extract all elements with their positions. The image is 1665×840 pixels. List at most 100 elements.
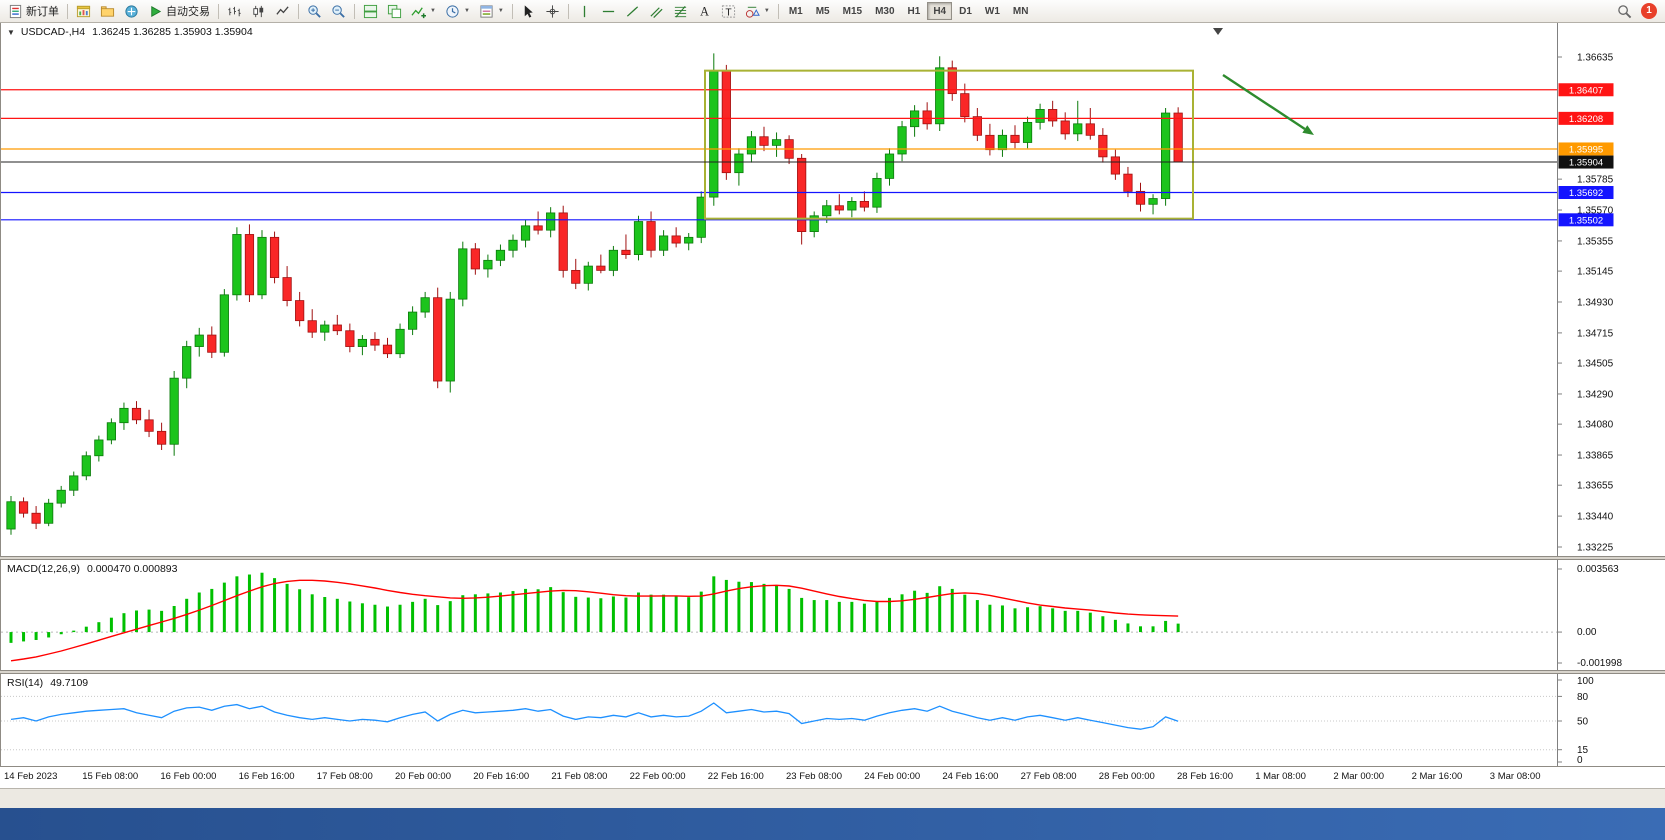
indicators-button[interactable]: ▼ [407, 1, 440, 21]
svg-text:0.00: 0.00 [1577, 627, 1597, 638]
templates-button[interactable]: ▼ [475, 1, 508, 21]
candlestick-chart-button[interactable] [247, 1, 270, 21]
trendline-button[interactable] [621, 1, 644, 21]
svg-text:-0.001998: -0.001998 [1577, 658, 1622, 669]
timeframe-d1-button[interactable]: D1 [953, 2, 978, 20]
crosshair-button[interactable] [541, 1, 564, 21]
price-tag: 1.35904 [1558, 155, 1614, 169]
toolbar-separator [567, 3, 569, 19]
label-button[interactable]: T [717, 1, 740, 21]
svg-text:1.34505: 1.34505 [1577, 359, 1614, 370]
timeframe-h4-button[interactable]: H4 [927, 2, 953, 20]
text-button[interactable]: A [693, 1, 716, 21]
timeframe-m5-button[interactable]: M5 [810, 2, 836, 20]
rsi-axis: 100 80 50 150 [1557, 676, 1594, 766]
profiles-button[interactable] [96, 1, 119, 21]
time-axis-label: 17 Feb 08:00 [316, 771, 373, 782]
timeframe-h1-button[interactable]: H1 [902, 2, 927, 20]
arrange-windows-button[interactable] [383, 1, 406, 21]
toolbar-separator [67, 3, 68, 19]
clock-icon [445, 4, 460, 19]
svg-text:1.35570: 1.35570 [1577, 206, 1614, 217]
shapes-button[interactable]: ▼ [741, 1, 774, 21]
timeframe-m15-button[interactable]: M15 [837, 2, 868, 20]
toolbar-separator [354, 3, 355, 19]
svg-text:100: 100 [1577, 676, 1594, 687]
line-chart-button[interactable] [271, 1, 294, 21]
data-window-button[interactable] [120, 1, 143, 21]
toolbar: 新订单 自动交易 ▼ ▼ ▼ A T ▼ M1 M5 M15 M30 H1 H4 D1 W1 MN 1 [0, 0, 1665, 23]
macd-histogram [9, 572, 1180, 643]
new-chart-button[interactable] [72, 1, 95, 21]
channel-button[interactable] [645, 1, 668, 21]
vertical-line-button[interactable] [573, 1, 596, 21]
macd-axis: 0.003563 0.00 -0.001998 [1557, 564, 1622, 669]
fibonacci-button[interactable] [669, 1, 692, 21]
one-click-expand-icon[interactable]: ▼ [7, 27, 15, 37]
time-axis-label: 2 Mar 00:00 [1333, 771, 1385, 782]
periods-button[interactable]: ▼ [441, 1, 474, 21]
rsi-title: RSI(14) [7, 677, 44, 689]
horizontal-levels [1, 89, 1557, 221]
timeframe-m30-button[interactable]: M30 [869, 2, 900, 20]
cursor-icon [521, 4, 536, 19]
status-strip [0, 788, 1665, 808]
time-axis-label: 27 Feb 08:00 [1020, 771, 1077, 782]
crosshair-icon [545, 4, 560, 19]
time-axis-label: 20 Feb 16:00 [473, 771, 530, 782]
svg-text:1.33865: 1.33865 [1577, 451, 1614, 462]
search-button[interactable] [1613, 1, 1636, 21]
price-axis: 1.36635 1.35785 1.35570 1.35355 1.35145 1.349… [1557, 53, 1614, 554]
zoom-in-button[interactable] [303, 1, 326, 21]
autotrading-button-label: 自动交易 [166, 6, 210, 18]
autotrading-button[interactable]: 自动交易 [144, 1, 214, 21]
new-order-icon [8, 4, 23, 19]
svg-text:1.35355: 1.35355 [1577, 236, 1614, 247]
svg-text:1.34080: 1.34080 [1577, 420, 1614, 431]
macd-title: MACD(12,26,9) [7, 563, 80, 575]
indicators-icon [411, 4, 426, 19]
time-axis-label: 1 Mar 08:00 [1255, 771, 1306, 782]
timeframe-w1-button[interactable]: W1 [979, 2, 1006, 20]
text-icon: A [697, 4, 712, 19]
chart-title: ▼ USDCAD-,H4 1.36245 1.36285 1.35903 1.3… [7, 26, 253, 38]
svg-text:50: 50 [1577, 717, 1589, 728]
rsi-chart-canvas[interactable]: 100 80 50 150 [1, 674, 1665, 766]
svg-text:0: 0 [1577, 755, 1583, 766]
candlestick-icon [251, 4, 266, 19]
svg-text:A: A [700, 4, 709, 18]
main-chart-panel: ▼ USDCAD-,H4 1.36245 1.36285 1.35903 1.3… [0, 23, 1665, 556]
timeframe-mn-button[interactable]: MN [1007, 2, 1035, 20]
tile-windows-button[interactable] [359, 1, 382, 21]
new-order-button[interactable]: 新订单 [4, 1, 63, 21]
time-axis-label: 28 Feb 00:00 [1098, 771, 1155, 782]
price-tag: 1.35502 [1558, 213, 1614, 227]
macd-values: 0.000470 0.000893 [86, 563, 178, 575]
consolidation-box [704, 69, 1194, 220]
price-tag: 1.35995 [1558, 142, 1614, 156]
zoom-out-button[interactable] [327, 1, 350, 21]
price-tag: 1.35692 [1558, 186, 1614, 200]
time-axis-label: 20 Feb 00:00 [395, 771, 451, 782]
time-axis-label: 2 Mar 16:00 [1411, 771, 1463, 782]
trend-arrow [1222, 73, 1314, 135]
line-chart-icon [275, 4, 290, 19]
time-axis[interactable]: 14 Feb 2023 15 Feb 08:00 16 Feb 00:00 16 Fe… [0, 766, 1665, 788]
horizontal-line-icon [601, 4, 616, 19]
notifications-badge[interactable]: 1 [1641, 3, 1657, 19]
horizontal-line-button[interactable] [597, 1, 620, 21]
time-axis-label: 15 Feb 08:00 [82, 771, 139, 782]
svg-text:15: 15 [1577, 745, 1589, 756]
price-chart-canvas[interactable]: 1.36635 1.35785 1.35570 1.35355 1.35145 1.349… [1, 23, 1665, 556]
panel-splitter[interactable] [0, 670, 1665, 674]
bar-chart-button[interactable] [223, 1, 246, 21]
macd-chart-canvas[interactable]: 0.003563 0.00 -0.001998 [1, 560, 1665, 670]
data-window-icon [124, 4, 139, 19]
svg-text:1.34290: 1.34290 [1577, 389, 1614, 400]
timeframe-m1-button[interactable]: M1 [783, 2, 809, 20]
dropdown-caret-icon: ▼ [430, 8, 436, 14]
rsi-line [10, 702, 1179, 730]
cursor-button[interactable] [517, 1, 540, 21]
chart-shift-marker [1213, 28, 1223, 35]
panel-splitter[interactable] [0, 556, 1665, 560]
